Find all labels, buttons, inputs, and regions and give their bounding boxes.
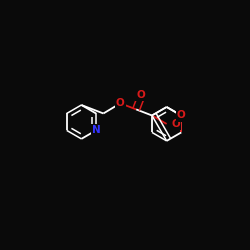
- Text: O: O: [136, 90, 145, 100]
- Text: N: N: [92, 126, 100, 136]
- Text: O: O: [172, 119, 180, 129]
- Text: O: O: [116, 98, 125, 108]
- Text: O: O: [177, 110, 186, 120]
